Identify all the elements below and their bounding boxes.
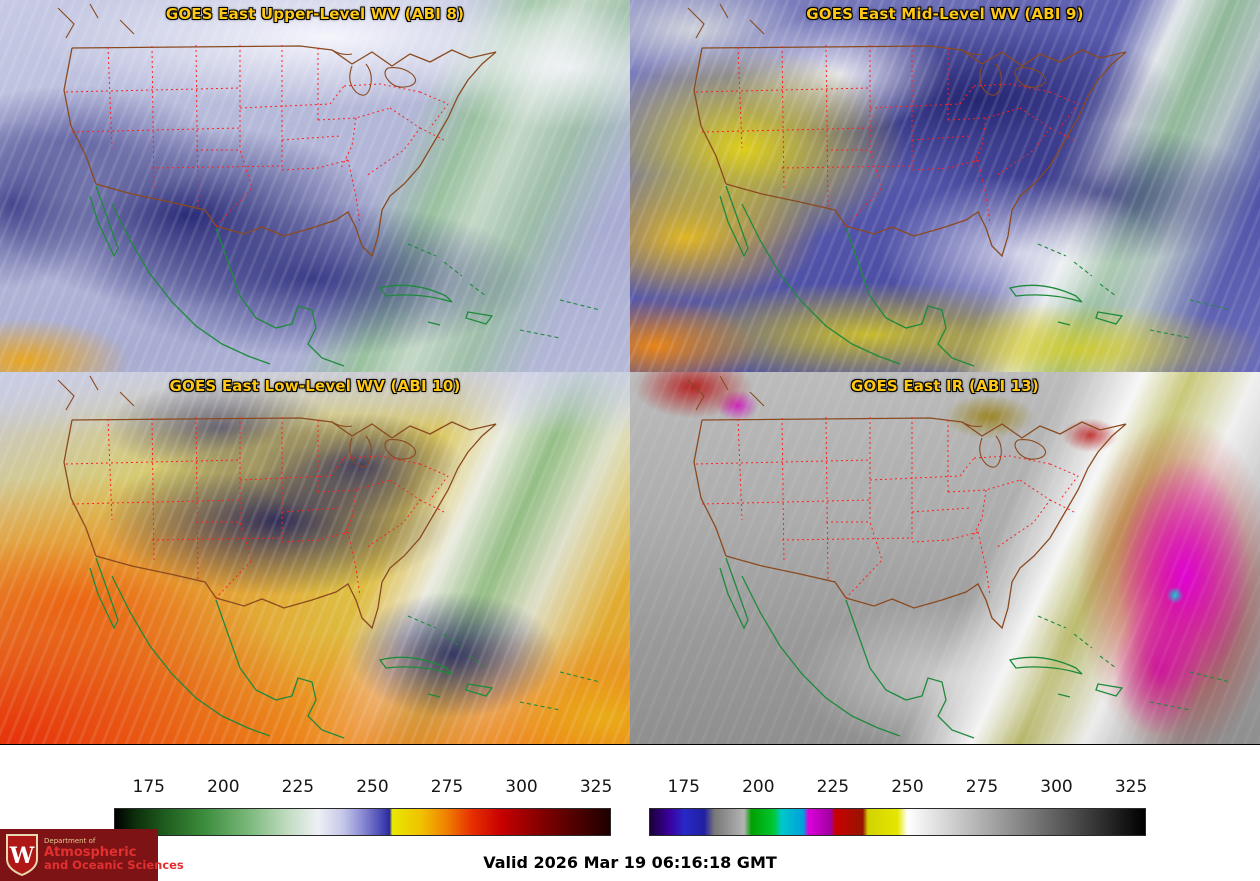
basemap-overlay (57, 375, 601, 739)
colorbar-tick-label: 275 (430, 777, 464, 797)
colorbar-tick-label: 175 (132, 777, 166, 797)
colorbar-tick-label: 250 (891, 777, 924, 797)
basemap-overlay (687, 375, 1231, 739)
panel-ir: GOES East IR (ABI 13) (630, 372, 1260, 744)
colorbar-tick-label: 200 (742, 777, 775, 797)
panel-title-upper-wv: GOES East Upper-Level WV (ABI 8) (165, 5, 465, 23)
colorbar-wv-block: 175 200 225 250 275 300 325 (114, 775, 613, 836)
logo-text: Department of Atmospheric and Oceanic Sc… (44, 837, 184, 873)
colorbar-tick-label: 300 (505, 777, 538, 797)
basemap-overlay (57, 3, 601, 367)
panel-upper-level-wv: GOES East Upper-Level WV (ABI 8) (0, 0, 630, 372)
logo-line-atmospheric: Atmospheric (44, 844, 137, 860)
panel-title-ir: GOES East IR (ABI 13) (850, 377, 1039, 395)
colorbar-wv-ticks: 175 200 225 250 275 300 325 (114, 775, 613, 801)
wisconsin-crest-icon: W (6, 834, 38, 877)
colorbar-tick-label: 175 (667, 777, 701, 797)
colorbar-tick-label: 225 (816, 777, 850, 797)
panel-title-low-wv: GOES East Low-Level WV (ABI 10) (169, 377, 461, 395)
colorbar-tick-label: 225 (281, 777, 315, 797)
footer: 175 200 225 250 275 300 325 175 200 225 250 275 300… (0, 745, 1260, 881)
valid-time-label: Valid 2026 Mar 19 06:16:18 GMT (483, 853, 777, 872)
logo-line-department: Department of (44, 837, 96, 846)
colorbar-ir-scale (649, 808, 1146, 836)
basemap-overlay (687, 3, 1231, 367)
satellite-quad-grid: GOES East Upper-Level WV (ABI 8) GOES Ea… (0, 0, 1260, 745)
colorbar-ir-ticks: 175 200 225 250 275 300 325 (649, 775, 1148, 801)
svg-text:W: W (9, 843, 35, 869)
panel-mid-level-wv: GOES East Mid-Level WV (ABI 9) (630, 0, 1260, 372)
upper-level-wv-imagery (0, 0, 630, 372)
aos-department-logo: W Department of Atmospheric and Oceanic … (0, 829, 184, 881)
colorbar-tick-label: 200 (207, 777, 240, 797)
colorbar-tick-label: 300 (1040, 777, 1073, 797)
colorbar-tick-label: 325 (579, 777, 613, 797)
colorbar-wv-scale (114, 808, 611, 836)
colorbar-row: 175 200 225 250 275 300 325 175 200 225 250 275 300… (0, 745, 1260, 836)
colorbar-ir-block: 175 200 225 250 275 300 325 (649, 775, 1148, 836)
logo-line-oceanic: and Oceanic Sciences (44, 858, 184, 873)
panel-title-mid-wv: GOES East Mid-Level WV (ABI 9) (806, 5, 1084, 23)
panel-low-level-wv: GOES East Low-Level WV (ABI 10) (0, 372, 630, 744)
colorbar-tick-label: 250 (356, 777, 389, 797)
colorbar-tick-label: 325 (1114, 777, 1148, 797)
colorbar-tick-label: 275 (965, 777, 999, 797)
